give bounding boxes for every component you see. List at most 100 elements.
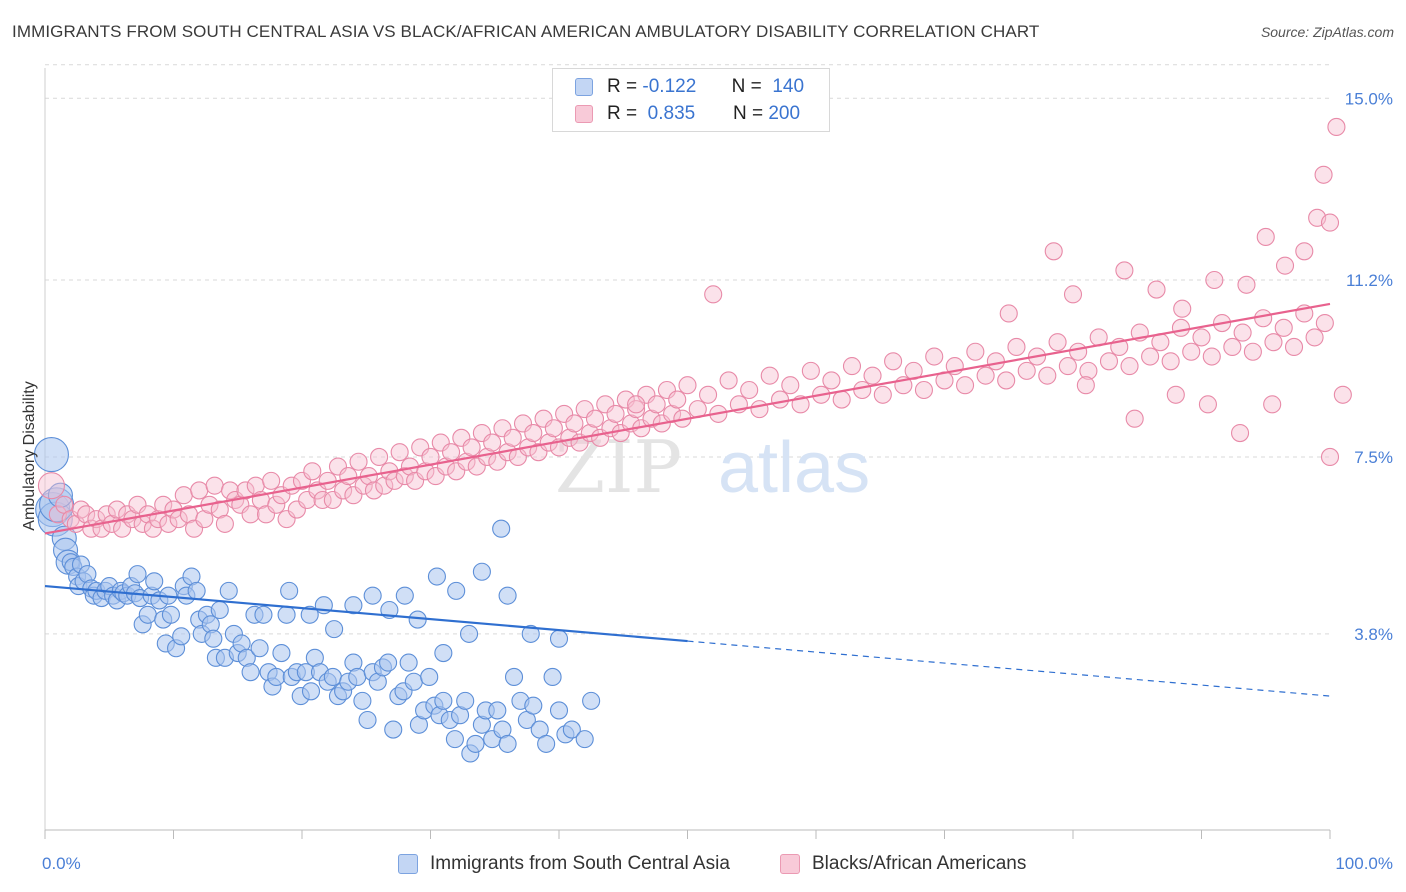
point-pink-56 [334, 481, 353, 500]
point-blue-123 [582, 691, 601, 710]
point-pink-139 [842, 357, 862, 376]
point-pink-203 [1166, 385, 1185, 404]
point-blue-61 [254, 605, 273, 624]
point-blue-135 [300, 605, 319, 624]
point-pink-207 [1320, 447, 1340, 467]
point-blue-40 [172, 627, 191, 646]
point-pink-170 [1161, 352, 1180, 371]
point-pink-137 [822, 371, 841, 390]
source-label: Source: ZipAtlas.com [1260, 24, 1394, 40]
point-blue-49 [204, 629, 223, 648]
point-blue-71 [301, 682, 321, 701]
point-pink-50 [303, 462, 322, 481]
point-blue-120 [562, 720, 581, 739]
point-pink-141 [863, 366, 882, 385]
point-pink-43 [267, 495, 286, 514]
point-pink-140 [853, 380, 872, 400]
point-pink-125 [699, 385, 718, 404]
point-pink-121 [668, 390, 687, 409]
y-tick-label-1: 7.5% [1354, 448, 1393, 467]
point-pink-152 [976, 366, 995, 385]
point-blue-81 [348, 667, 367, 687]
point-pink-204 [1198, 395, 1217, 414]
point-pink-131 [760, 366, 779, 385]
point-blue-133 [344, 596, 363, 615]
point-pink-210 [627, 395, 646, 414]
point-pink-202 [1125, 409, 1144, 428]
legend-r-label: R = [607, 103, 638, 124]
point-pink-135 [801, 361, 820, 380]
point-pink-67 [390, 443, 409, 462]
y-tick-label-0: 3.8% [1354, 625, 1393, 644]
legend-item-immigrants: Immigrants from South Central Asia [398, 853, 730, 875]
point-pink-109 [606, 404, 625, 423]
point-pink-208 [1333, 385, 1352, 404]
point-pink-182 [1284, 337, 1304, 357]
point-pink-168 [1141, 347, 1160, 366]
x-tick-label-0: 0.0% [42, 854, 81, 873]
series-legend: Immigrants from South Central Asia Black… [0, 851, 1406, 879]
point-blue-134 [363, 586, 382, 605]
point-pink-0 [37, 472, 65, 500]
point-blue-88 [384, 720, 403, 739]
point-pink-172 [1182, 342, 1201, 361]
point-pink-117 [647, 395, 666, 414]
point-pink-42 [262, 471, 281, 490]
point-pink-64 [375, 476, 394, 495]
point-blue-131 [395, 586, 414, 605]
point-blue-53 [219, 581, 238, 600]
point-blue-136 [280, 581, 299, 600]
series-blue-points [33, 437, 601, 763]
point-pink-66 [385, 471, 404, 490]
point-pink-180 [1264, 333, 1283, 352]
point-pink-25 [174, 486, 193, 505]
point-pink-32 [210, 500, 229, 519]
point-blue-58 [241, 663, 260, 682]
legend-row-blue: R = -0.122 N = 140 [575, 74, 804, 100]
point-blue-83 [358, 710, 377, 730]
point-blue-98 [434, 691, 453, 710]
point-pink-101 [565, 414, 584, 433]
point-blue-0 [33, 437, 69, 473]
point-pink-6 [77, 505, 96, 524]
point-pink-12 [107, 500, 127, 519]
trend-lines [44, 302, 1331, 697]
point-pink-63 [370, 447, 389, 467]
point-blue-129 [434, 643, 453, 663]
legend-n-value-pink: 200 [768, 103, 801, 124]
y-tick-label-2: 11.2% [1346, 271, 1393, 290]
trend-line-blue-solid [44, 584, 688, 643]
legend-n-label: N = [731, 76, 762, 97]
point-pink-206 [1263, 395, 1282, 414]
point-blue-111 [504, 667, 524, 687]
legend-n-label: N = [732, 103, 764, 124]
point-pink-190 [1147, 280, 1166, 299]
point-pink-196 [1295, 242, 1314, 261]
point-pink-28 [190, 481, 209, 500]
point-pink-153 [986, 352, 1005, 371]
point-pink-184 [1305, 328, 1324, 347]
series-pink-points [37, 117, 1352, 538]
point-blue-31 [138, 605, 157, 624]
point-pink-209 [704, 285, 723, 304]
point-pink-59 [349, 452, 368, 471]
legend-swatch-blue [398, 854, 418, 874]
point-pink-5 [71, 500, 91, 519]
point-blue-92 [404, 672, 423, 691]
point-pink-195 [1275, 256, 1295, 275]
point-blue-95 [420, 667, 439, 687]
point-pink-176 [1223, 337, 1242, 357]
point-pink-138 [832, 390, 851, 409]
point-blue-108 [488, 701, 507, 720]
point-pink-105 [585, 409, 605, 428]
correlation-legend: R = -0.122 N = 140 R = 0.835 N = 200 [552, 68, 830, 132]
point-pink-164 [1099, 352, 1119, 371]
point-pink-173 [1192, 328, 1211, 347]
point-blue-76 [323, 667, 342, 687]
legend-swatch-pink [575, 105, 593, 123]
point-blue-100 [445, 730, 464, 749]
point-pink-181 [1274, 318, 1293, 337]
point-pink-62 [364, 481, 384, 500]
legend-swatch-blue [575, 78, 593, 96]
point-blue-128 [492, 519, 511, 538]
